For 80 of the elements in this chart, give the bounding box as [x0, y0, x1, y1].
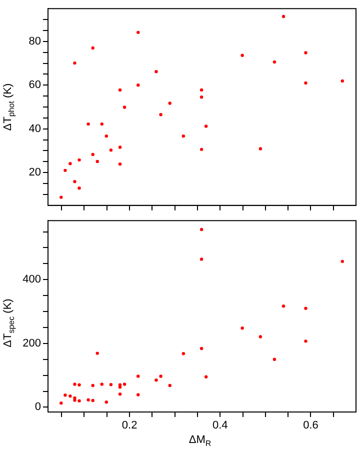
point [200, 96, 204, 99]
y-tick-label: 400 [22, 274, 41, 286]
point [91, 384, 94, 388]
point [68, 162, 72, 166]
point [154, 378, 158, 382]
point [73, 180, 76, 184]
x-tick-label: 0.4 [212, 420, 228, 432]
y-tick-label: 20 [28, 166, 41, 179]
x-axis-title: ΔM$_{R}$ [188, 434, 212, 448]
point [78, 399, 81, 402]
point [118, 386, 122, 389]
point [64, 393, 67, 397]
point [168, 102, 172, 105]
y-tick-label: 0 [34, 401, 41, 414]
point [118, 162, 122, 166]
point [100, 382, 104, 386]
point [78, 158, 81, 162]
point [96, 352, 99, 355]
point [240, 54, 244, 57]
point [73, 398, 76, 402]
point [64, 168, 67, 172]
point [272, 60, 276, 64]
point [340, 79, 344, 83]
point [122, 106, 126, 109]
point [60, 401, 63, 405]
point [204, 375, 208, 379]
point [182, 352, 186, 356]
point [282, 14, 286, 18]
point [200, 148, 204, 152]
point [200, 258, 204, 261]
point [304, 51, 308, 54]
point [182, 134, 186, 138]
point [136, 30, 140, 34]
point [340, 260, 344, 264]
point [86, 398, 90, 402]
point [240, 326, 244, 330]
point [272, 358, 276, 361]
point [159, 113, 162, 116]
point [204, 124, 208, 128]
y-tick-label: 200 [22, 337, 41, 350]
y-tick-label: 60 [28, 79, 41, 92]
point [258, 335, 262, 338]
point [154, 70, 158, 74]
point [100, 122, 104, 126]
point [118, 392, 122, 396]
point [68, 394, 72, 398]
point [200, 228, 204, 232]
point [136, 374, 140, 378]
point [109, 382, 113, 386]
point [86, 122, 90, 126]
y-tick-label: 40 [28, 122, 41, 135]
point [91, 398, 94, 402]
point [104, 400, 108, 404]
point [104, 134, 108, 138]
point [91, 46, 94, 50]
point [304, 81, 308, 85]
point [136, 393, 140, 396]
point [168, 384, 172, 388]
x-tick-label: 0.2 [122, 420, 138, 432]
point [282, 304, 286, 308]
point [73, 382, 76, 386]
point [109, 148, 113, 152]
point [136, 84, 140, 87]
point [78, 186, 81, 190]
point [118, 146, 122, 149]
point [159, 374, 162, 378]
point [73, 61, 76, 65]
point [78, 383, 81, 386]
point [122, 382, 126, 386]
point [258, 147, 262, 150]
y-tick-label: 80 [28, 35, 41, 48]
point [118, 88, 122, 92]
point [200, 88, 204, 92]
point [91, 152, 94, 156]
point [304, 340, 308, 343]
x-tick-label: 0.6 [303, 420, 318, 432]
point [60, 196, 63, 199]
point [304, 306, 308, 310]
point [96, 160, 99, 164]
point [200, 346, 204, 350]
